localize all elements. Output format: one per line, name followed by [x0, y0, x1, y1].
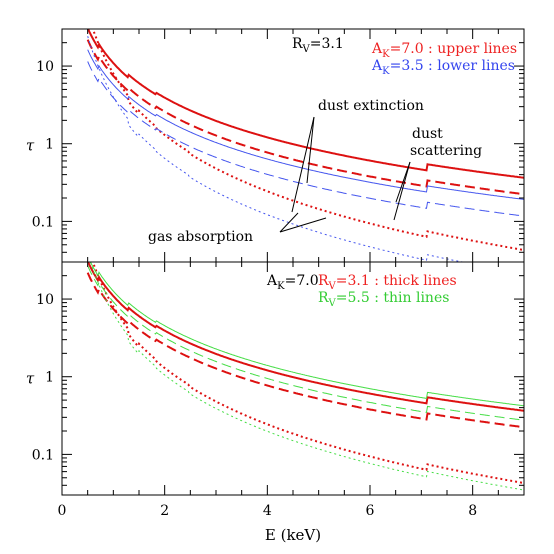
gas-absorption-pointer [279, 217, 327, 233]
gas-absorption-pointer [279, 212, 299, 233]
plot-frame [61, 261, 525, 496]
y-tick-label: 0.1 [32, 214, 54, 230]
annotation-ak70: AK=7.0 : upper lines [371, 41, 517, 60]
x-tick-label: 6 [366, 503, 375, 519]
series-line-r-v-5-5-gas-absorption [89, 262, 524, 491]
y-tick-label: 10 [36, 292, 54, 308]
annotation-ak35: AK=3.5 : lower lines [371, 58, 515, 77]
series-line-a-k-3-5-dust-extinction [87, 49, 524, 200]
y-tick-label: 1 [45, 370, 54, 386]
series-line-a-k-3-5-dust-scattering [87, 61, 524, 217]
y-tick-label: 1 [45, 137, 54, 153]
dust-scattering-pointer [393, 161, 411, 221]
annotation-dust-extinction: dust extinction [318, 98, 424, 114]
dust-extinction-pointer [306, 116, 315, 184]
series-line-r-v-5-5-dust-scattering [87, 265, 524, 421]
y-tick-label: 0.1 [32, 447, 54, 463]
x-tick-label: 0 [58, 503, 67, 519]
x-tick-label: 4 [263, 503, 272, 519]
annotation-gas-absorption: gas absorption [148, 229, 253, 245]
series-line-a-k-7-0-dust-extinction [87, 29, 524, 179]
series-line-a-k-7-0-gas-absorption [91, 29, 524, 251]
y-tick-label: 10 [36, 59, 54, 75]
x-axis-label: E (keV) [265, 526, 321, 544]
series-line-r-v-5-5-dust-extinction [89, 262, 524, 407]
annotation-rv55: RV=5.5 : thin lines [318, 290, 449, 309]
annotation-ak: AK=7.0 [266, 273, 319, 292]
annotation-dust-scattering-1: dust [412, 126, 443, 142]
annotation-rv31: RV=3.1 : thick lines [318, 273, 457, 292]
dust-extinction-pointer [291, 116, 315, 213]
annotation-rv: RV=3.1 [292, 36, 344, 55]
series-line-r-v-3-1-gas-absorption [91, 262, 524, 484]
y-axis-label: τ [26, 370, 35, 388]
annotation-dust-scattering-2: scattering [410, 143, 482, 159]
series-line-a-k-7-0-dust-scattering [86, 39, 524, 196]
series-group [86, 262, 524, 491]
series-line-r-v-3-1-dust-extinction [87, 262, 524, 412]
x-tick-label: 2 [160, 503, 169, 519]
x-tick-label: 8 [468, 503, 477, 519]
series-group [86, 29, 524, 262]
panel-bottom: 0.1 1 10 τ 0 2 4 6 8 E (keV) AK=7.0 RV=3.1 : thick … [26, 261, 525, 544]
y-axis-label: τ [26, 137, 35, 155]
series-line-r-v-3-1-dust-scattering [86, 272, 524, 429]
series-line-a-k-3-5-gas-absorption [87, 36, 465, 262]
panel-top: 0.1 1 10 τ RV=3.1 AK=7.0 : upper linesAK=3.5 … [26, 28, 525, 263]
